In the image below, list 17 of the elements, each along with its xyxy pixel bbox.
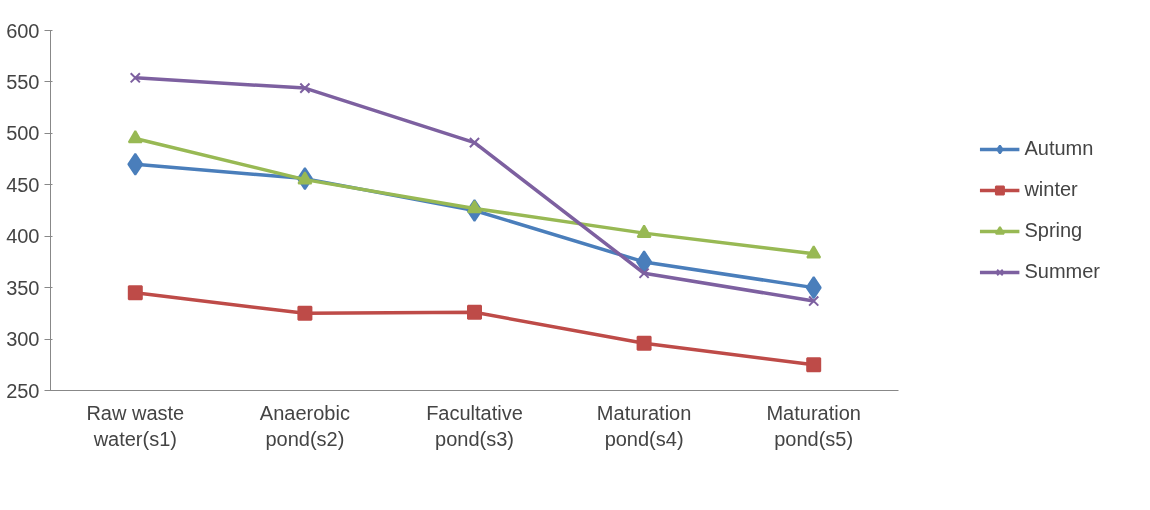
x-tick-label: Maturation pond(s5) [766,401,861,450]
y-tick-label: 450 [6,173,40,196]
y-tick-label: 250 [6,379,40,402]
y-tick-label: 500 [6,122,40,145]
x-tick-label: Raw waste water(s1) [86,401,185,450]
y-tick-label: 350 [6,276,40,299]
y-tick-label: 300 [6,328,40,351]
legend-label: winter [1024,178,1078,201]
legend-label: Autumn [1024,137,1094,160]
x-tick-label: Anaerobic pond(s2) [259,401,350,450]
y-tick-label: 600 [6,19,40,42]
y-tick-label: 550 [6,70,40,93]
x-tick-label: Facultative pond(s3) [426,401,523,450]
y-tick-label: 400 [6,225,40,248]
legend-label: Spring [1024,219,1083,242]
x-tick-label: Maturation pond(s4) [596,401,692,450]
legend-label: Summer [1024,260,1100,283]
